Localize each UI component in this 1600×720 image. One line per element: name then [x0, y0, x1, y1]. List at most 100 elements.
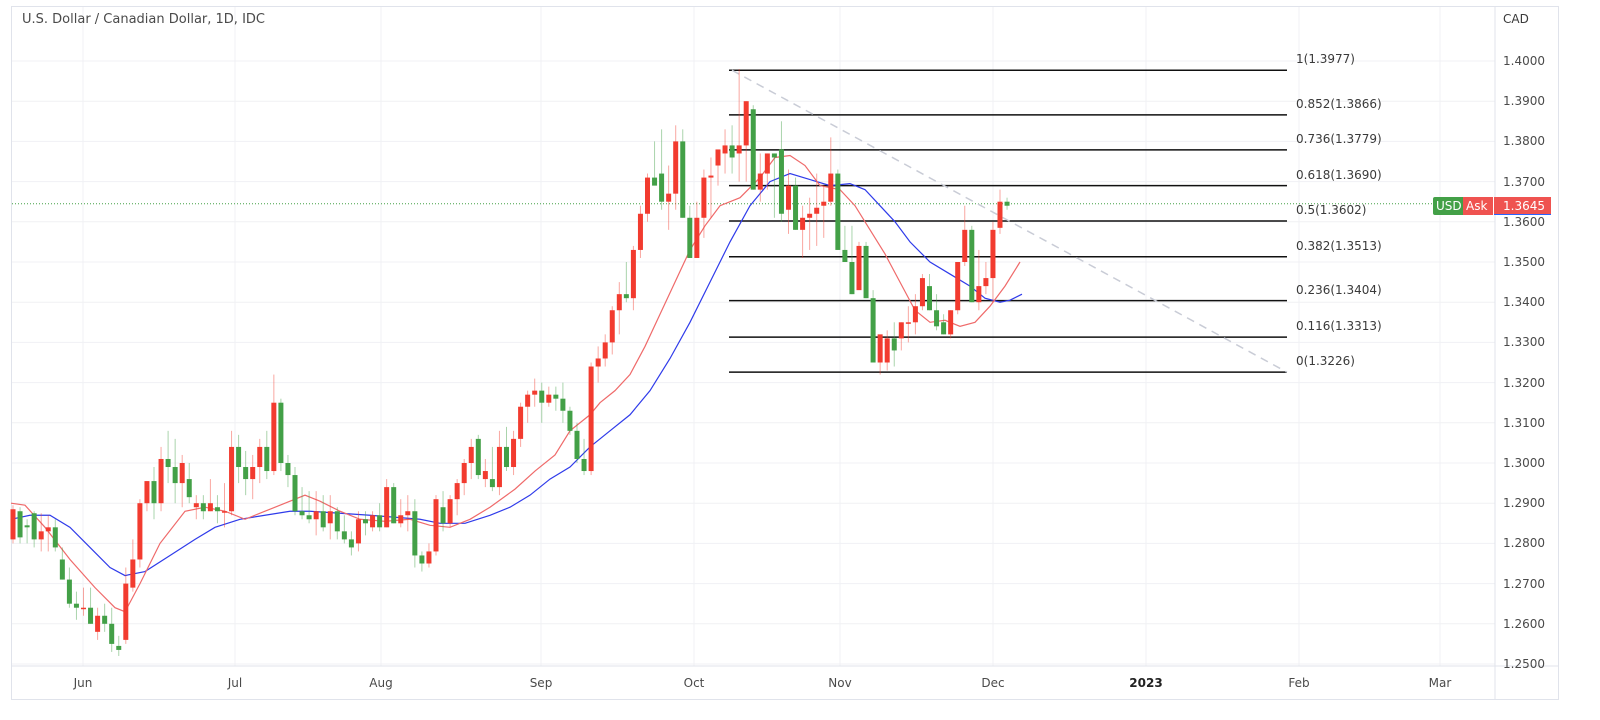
candle [941, 314, 947, 335]
candle [327, 495, 333, 540]
candle [447, 495, 453, 528]
candle [66, 567, 72, 608]
candle [884, 330, 890, 371]
candle [919, 274, 925, 311]
candle [348, 531, 354, 556]
candle [363, 511, 368, 536]
candle [355, 511, 361, 552]
candle [257, 438, 263, 484]
candle [701, 169, 707, 238]
price-tick: 1.3200 [1503, 375, 1545, 390]
trendline [731, 69, 1288, 373]
candle [793, 177, 799, 230]
candle [433, 495, 439, 556]
candle [560, 382, 566, 423]
candle [828, 137, 834, 206]
time-tick: Oct [683, 676, 705, 690]
candle [482, 458, 488, 488]
candle [73, 591, 79, 620]
fib-level-label: 0.852(1.3866) [1296, 96, 1382, 111]
candle [912, 294, 918, 335]
candle [616, 282, 622, 335]
fast-moving-average [10, 154, 1021, 613]
candle [955, 262, 961, 315]
candle [757, 153, 763, 202]
candle [835, 169, 841, 250]
candle [581, 438, 587, 476]
candle [1004, 197, 1010, 210]
candle [814, 173, 820, 246]
fib-level-label: 0.382(1.3513) [1296, 238, 1382, 253]
candle [821, 185, 827, 238]
candle [553, 386, 559, 411]
price-tick: 1.2700 [1503, 576, 1545, 591]
candle [229, 430, 235, 516]
candle [306, 491, 312, 524]
candle [842, 225, 848, 262]
candle [243, 450, 249, 496]
candle [905, 306, 911, 343]
candle [440, 491, 446, 532]
candle [743, 101, 749, 182]
candle [539, 382, 545, 423]
time-tick: Mar [1428, 676, 1452, 690]
time-tick: Jul [227, 676, 243, 690]
candle [708, 157, 714, 218]
candle [504, 426, 509, 472]
candle [264, 430, 270, 480]
ask-badge: Ask [1463, 197, 1493, 215]
candle [95, 607, 101, 640]
candle [511, 430, 517, 476]
time-tick: Feb [1288, 676, 1310, 690]
candle [292, 467, 298, 516]
candle [320, 495, 326, 532]
candle [214, 495, 220, 524]
candle [341, 515, 347, 544]
candle [24, 519, 30, 544]
fib-level-label: 1(1.3977) [1296, 52, 1355, 67]
price-tick: 1.3000 [1503, 456, 1545, 470]
candle [891, 322, 897, 367]
candle [722, 129, 728, 174]
candle [525, 390, 531, 423]
price-tick: 1.2500 [1503, 657, 1545, 671]
candle [609, 306, 615, 355]
candle [997, 189, 1003, 234]
candle [193, 495, 199, 520]
price-tick: 1.2900 [1503, 496, 1545, 511]
candle [588, 362, 594, 476]
candle [412, 499, 418, 568]
candle [377, 503, 383, 532]
price-tick: 1.2600 [1503, 616, 1545, 631]
candle [271, 374, 277, 476]
candle [771, 153, 777, 218]
candle [31, 511, 37, 548]
candle [645, 173, 650, 222]
fib-level-label: 0.116(1.3313) [1296, 319, 1382, 334]
candle [165, 430, 171, 484]
last-price-badge: 1.3645 [1494, 197, 1551, 215]
candle [623, 262, 629, 303]
candle [983, 262, 989, 295]
candle [116, 635, 122, 656]
candle [976, 249, 982, 311]
candle [800, 205, 806, 258]
fib-level-label: 0.236(1.3404) [1296, 282, 1382, 297]
candle [518, 402, 524, 447]
candle [877, 334, 883, 375]
candle [898, 322, 904, 351]
candle [123, 567, 129, 644]
candle [574, 422, 580, 463]
candle [137, 499, 143, 568]
candle [595, 346, 601, 383]
price-tick: 1.3600 [1503, 214, 1545, 229]
candle [81, 587, 86, 616]
candle [567, 406, 573, 435]
candle [45, 515, 51, 552]
candle [59, 547, 65, 580]
candle [934, 294, 940, 331]
candle [398, 499, 404, 528]
candle [969, 225, 975, 303]
candle [10, 505, 16, 544]
